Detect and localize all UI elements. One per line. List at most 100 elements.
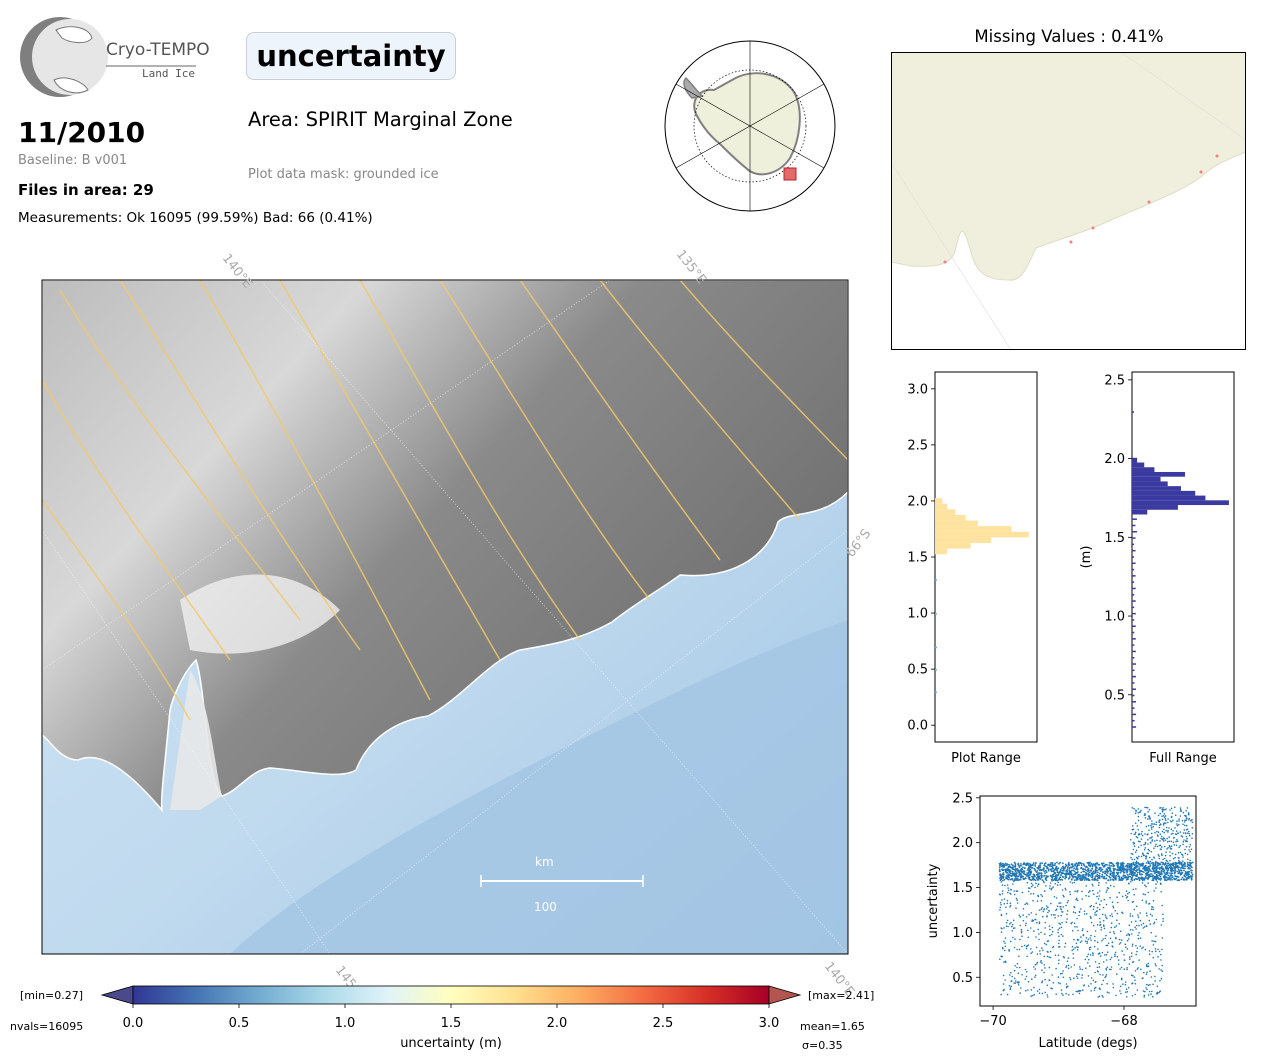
scatter-point — [1057, 873, 1060, 876]
scatter-point — [1000, 881, 1003, 883]
scatter-point — [1011, 975, 1013, 978]
scatter-point — [1083, 910, 1086, 913]
scatter-point — [1151, 879, 1154, 882]
scatter-point — [1075, 865, 1078, 868]
scatter-point — [1051, 887, 1053, 890]
scatter-point — [1076, 878, 1078, 880]
scatter-point — [1175, 840, 1177, 843]
scatter-point — [1031, 920, 1033, 923]
histogram-bar — [1132, 411, 1134, 413]
scatter-point — [1174, 869, 1177, 872]
scatter-point — [1015, 869, 1018, 871]
scatter-point — [1053, 871, 1056, 873]
sigma-label: σ=0.35 — [802, 1039, 843, 1052]
scatter-point — [1164, 854, 1167, 857]
scatter-point — [1044, 921, 1047, 924]
scatter-point — [1136, 871, 1139, 874]
scatter-point — [1096, 966, 1099, 969]
scatter-point — [1058, 959, 1060, 961]
scatter-point — [1075, 975, 1078, 978]
scatter-point — [1134, 982, 1137, 985]
scatter-point — [1115, 936, 1117, 939]
scatter-point — [1174, 868, 1176, 870]
scatter-point — [1066, 872, 1069, 874]
scatter-point — [1137, 819, 1140, 822]
scatter-point — [1078, 864, 1080, 866]
scatter-point — [1048, 979, 1051, 982]
scatter-point — [1154, 845, 1156, 847]
scatter-point — [1065, 966, 1067, 969]
scatter-point — [1020, 928, 1023, 931]
scatter-point — [1064, 942, 1067, 945]
scatter-point — [1131, 945, 1134, 947]
scatter-point — [1126, 939, 1129, 942]
scatter-point — [1082, 928, 1084, 930]
histogram-bar — [935, 691, 937, 694]
scatter-point — [1110, 966, 1113, 968]
scatter-point — [1020, 863, 1022, 865]
scatter-point — [1047, 906, 1049, 908]
scatter-point — [1162, 917, 1164, 920]
scatter-point — [1154, 872, 1156, 875]
scatter-point — [1134, 993, 1136, 996]
scatter-point — [1138, 855, 1140, 858]
scatter-point — [1065, 874, 1067, 877]
scatter-point — [1055, 908, 1058, 910]
scatter-point — [1034, 974, 1037, 977]
scatter-point — [1058, 862, 1060, 865]
scatter-point — [1162, 815, 1165, 817]
scatter-point — [1026, 862, 1029, 864]
scatter-point — [1076, 949, 1079, 951]
scatter-point — [1167, 847, 1169, 849]
scatter-point — [1037, 928, 1039, 931]
scatter-point — [1113, 932, 1116, 935]
scatter-point — [1023, 877, 1026, 880]
scatter-point — [1096, 862, 1099, 865]
histogram-bar — [1132, 481, 1168, 487]
scatter-point — [1081, 974, 1083, 976]
scatter-point — [1090, 934, 1092, 937]
scatter-point — [1060, 867, 1063, 869]
scatter-point — [1165, 851, 1167, 853]
scatter-point — [1187, 866, 1190, 869]
scatter-point — [1185, 824, 1188, 827]
scatter-point — [1163, 831, 1165, 834]
scatter-point — [1115, 874, 1118, 877]
scatter-point — [1011, 923, 1014, 926]
scatter-point — [1189, 867, 1191, 870]
scatter-point — [1164, 815, 1167, 817]
scatter-point — [1077, 862, 1080, 865]
histogram-bar — [1132, 650, 1136, 653]
scatter-point — [1033, 986, 1035, 989]
scatter-point — [1178, 823, 1180, 826]
scatter-point — [1040, 874, 1043, 877]
scatter-point — [1027, 989, 1029, 991]
scatter-point — [1147, 882, 1149, 884]
scatter-point — [1017, 981, 1019, 983]
scatter-point — [1141, 830, 1143, 833]
scatter-point — [998, 866, 1001, 869]
scatter-point — [1039, 863, 1041, 865]
scatter-point — [1165, 871, 1168, 874]
scatter-point — [1113, 874, 1116, 876]
scatter-point — [1135, 810, 1137, 813]
scatter-point — [1044, 872, 1046, 874]
scatter-point — [1184, 872, 1187, 875]
scatter-point — [1153, 940, 1155, 942]
scatter-point — [1104, 870, 1107, 873]
scatter-point — [1155, 873, 1158, 876]
scatter-point — [1127, 892, 1129, 895]
scatter-point — [1088, 895, 1090, 898]
scatter-point — [1004, 979, 1006, 981]
scatter-point — [1021, 945, 1023, 948]
scatter-point — [1058, 902, 1060, 904]
scatter-point — [1024, 877, 1027, 879]
scatter-point — [1150, 993, 1152, 995]
histogram-bar — [1132, 500, 1229, 506]
scatter-point — [1069, 893, 1072, 896]
scatter-point — [1011, 925, 1013, 928]
scatter-point — [1052, 946, 1054, 949]
scatter-point — [1030, 879, 1033, 881]
scatter-point — [1045, 875, 1048, 877]
scatter-point — [1013, 890, 1015, 892]
